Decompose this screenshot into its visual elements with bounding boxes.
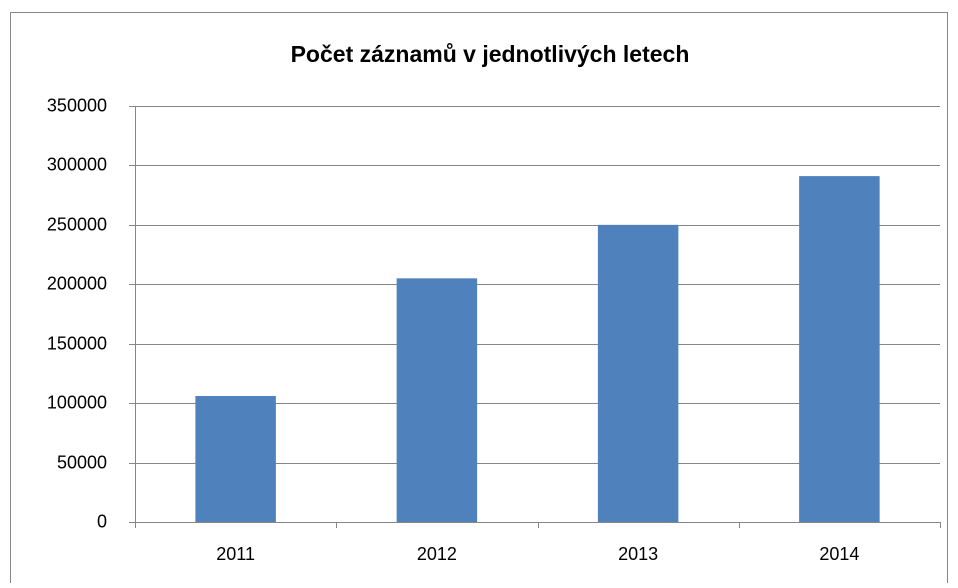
chart-border [10,12,948,588]
chart-title: Počet záznamů v jednotlivých letech [291,41,690,67]
y-tick-label: 0 [97,511,107,531]
y-tick-label: 250000 [47,214,107,234]
x-tick-label: 2011 [216,544,255,564]
bar [396,278,478,522]
y-tick-label: 200000 [47,273,107,293]
y-tick-label: 100000 [47,392,107,412]
y-tick-label: 350000 [47,95,107,115]
y-tick-label: 150000 [47,333,107,353]
x-tick-label: 2014 [819,544,859,564]
bar [597,224,679,522]
x-tick-label: 2013 [618,544,658,564]
bar [195,396,276,522]
bar [799,176,880,522]
y-tick-label: 300000 [47,154,107,174]
y-tick-label: 50000 [57,452,107,472]
x-tick-label: 2012 [417,544,457,564]
